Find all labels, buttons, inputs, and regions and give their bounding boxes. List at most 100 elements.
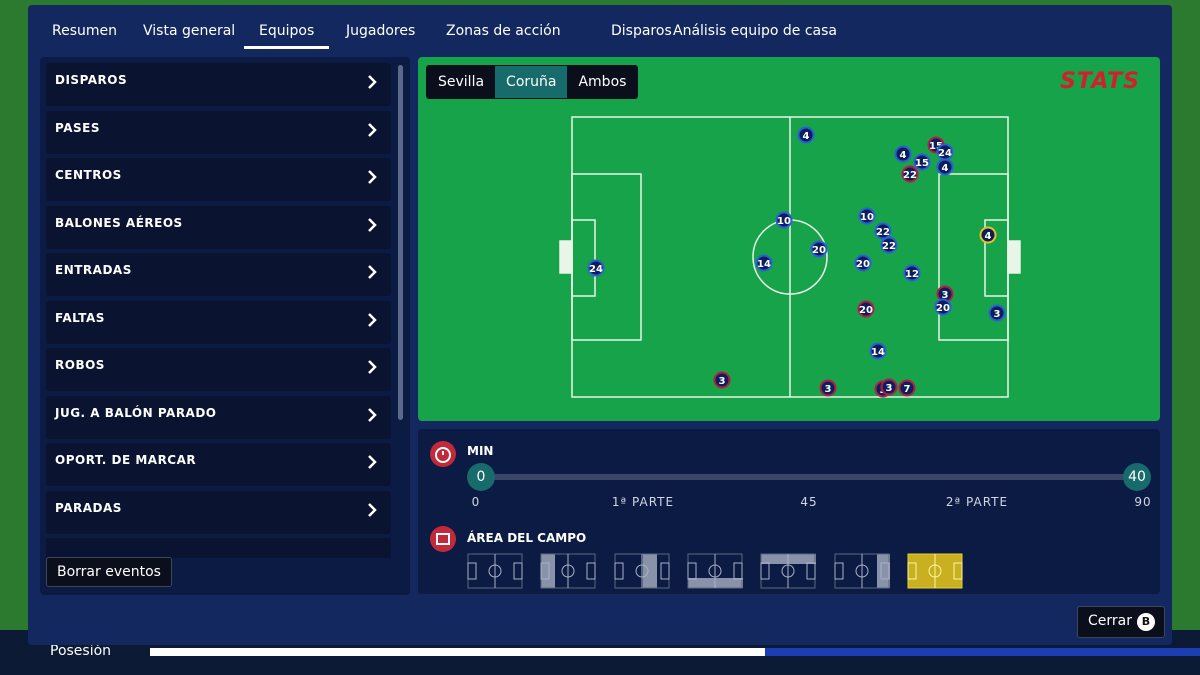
tab[interactable]: Jugadores	[346, 23, 416, 39]
slider-track	[482, 474, 1138, 480]
close-button[interactable]: Cerrar B	[1077, 606, 1165, 638]
event-marker[interactable]: 20	[934, 298, 952, 316]
marker-label: 7	[904, 384, 911, 395]
event-marker[interactable]: 3	[819, 379, 837, 397]
marker-label: 4	[900, 150, 907, 161]
zone-box	[907, 562, 917, 580]
area-icon	[430, 526, 456, 552]
tab[interactable]: Vista general	[143, 23, 236, 39]
area-title: ÁREA DEL CAMPO	[467, 531, 587, 545]
chevron-icon	[368, 502, 377, 517]
chevron-icon	[368, 312, 377, 327]
clear-button[interactable]: Borrar eventos	[46, 557, 172, 587]
marker-dot	[587, 259, 605, 277]
slider-end-handle[interactable]: 40	[1123, 463, 1151, 491]
tab[interactable]: Análisis equipo de casa	[673, 23, 838, 39]
event-marker[interactable]: 12	[903, 264, 921, 282]
event-marker[interactable]: 22	[901, 165, 919, 183]
tab[interactable]: Resumen	[52, 23, 118, 39]
marker-label: 20	[859, 305, 873, 316]
event-marker[interactable]: 3	[988, 304, 1006, 322]
event-marker[interactable]: 4	[979, 226, 997, 244]
marker-label: 20	[856, 259, 870, 270]
event-marker[interactable]: 22	[874, 222, 892, 240]
tab[interactable]: Zonas de acción	[446, 23, 561, 39]
clock-icon	[430, 441, 456, 467]
event-marker[interactable]: 4	[936, 158, 954, 176]
chevron	[368, 217, 377, 232]
menu-item[interactable]: ENTRADAS	[46, 253, 391, 296]
chevron	[368, 455, 377, 469]
event-marker[interactable]: 24	[936, 143, 954, 161]
slider-tick-label: 2ª PARTE	[945, 495, 1009, 509]
possession-bar	[765, 648, 1200, 656]
zone-highlight	[642, 554, 657, 588]
team-button[interactable]: Ambos	[567, 66, 638, 98]
zone-lines	[467, 553, 523, 589]
zone-button[interactable]	[907, 553, 963, 589]
menu-item[interactable]: ROBOS	[46, 348, 391, 391]
event-marker[interactable]: 4	[894, 145, 912, 163]
menu-item[interactable]: PASES	[46, 110, 391, 154]
event-marker[interactable]: 3	[713, 371, 731, 389]
modal: Resumen Vista general Equipos Jugadores Zona…	[28, 5, 1172, 645]
team-button[interactable]: Coruña	[495, 66, 568, 98]
event-marker[interactable]: 22	[880, 236, 898, 254]
zone-box	[760, 562, 770, 580]
event-marker[interactable]: 20	[854, 254, 872, 272]
menu-item[interactable]: JUG. A BALÓN PARADO	[46, 395, 391, 439]
zone-button[interactable]	[687, 553, 743, 589]
event-marker[interactable]: 24	[587, 259, 605, 277]
zone-button[interactable]	[760, 553, 817, 589]
chevron	[368, 265, 377, 279]
zone-box	[513, 562, 523, 580]
marker-label: 4	[803, 131, 810, 142]
team-button[interactable]: Sevilla	[427, 66, 496, 98]
scrollbar[interactable]	[398, 65, 403, 420]
menu-item[interactable]: PARADAS	[46, 490, 391, 534]
marker-dot	[869, 342, 887, 360]
tab[interactable]: Equipos	[243, 23, 330, 49]
zone-button[interactable]	[540, 553, 596, 589]
menu-item[interactable]: DISPAROS	[46, 63, 391, 106]
chevron	[368, 360, 377, 374]
event-marker[interactable]: 7	[898, 379, 916, 397]
event-marker[interactable]: 4	[797, 126, 815, 144]
menu-item-label: DISPAROS	[55, 73, 128, 87]
menu-item[interactable]	[46, 538, 391, 558]
event-marker[interactable]: 20	[857, 300, 875, 318]
slider-start-handle[interactable]: 0	[467, 463, 495, 491]
chevron	[368, 122, 377, 137]
menu-item[interactable]: FALTAS	[46, 300, 391, 344]
zone-highlight	[876, 554, 890, 588]
slider-tick-label: 90	[1134, 495, 1152, 509]
menu-item[interactable]: BALONES AÉREOS	[46, 205, 391, 249]
tab[interactable]: Disparos	[611, 23, 672, 39]
event-marker[interactable]: 10	[858, 207, 876, 225]
marker-label: 10	[860, 212, 874, 223]
marker-label: 4	[942, 163, 949, 174]
menu-item[interactable]: OPORT. DE MARCAR	[46, 443, 391, 486]
marker-dot	[898, 379, 916, 397]
menu-item[interactable]: CENTROS	[46, 158, 391, 201]
filter-panel: MIN 0 40 0 1ª PARTE 45 2ª PARTE 90 ÁREA DEL …	[418, 429, 1160, 594]
event-marker[interactable]: 14	[755, 254, 773, 272]
event-marker[interactable]: 14	[869, 342, 887, 360]
marker-dot	[874, 222, 892, 240]
possession-bar	[150, 648, 765, 656]
marker-label: 14	[757, 259, 771, 270]
slider-tick-label: 45	[800, 495, 818, 509]
brand-logo: STATS	[1060, 69, 1140, 94]
marker-label: 15	[929, 141, 943, 152]
event-marker[interactable]: 20	[810, 240, 828, 258]
zone-button[interactable]	[834, 553, 890, 589]
event-marker[interactable]: 3	[880, 378, 898, 396]
event-marker[interactable]: 10	[775, 211, 793, 229]
chevron	[368, 407, 377, 422]
menu-item-label: ENTRADAS	[55, 263, 132, 277]
zone-button[interactable]	[614, 553, 670, 589]
zone-box	[467, 562, 477, 580]
zone-button[interactable]	[467, 553, 523, 589]
event-marker[interactable]: 15	[913, 153, 931, 171]
